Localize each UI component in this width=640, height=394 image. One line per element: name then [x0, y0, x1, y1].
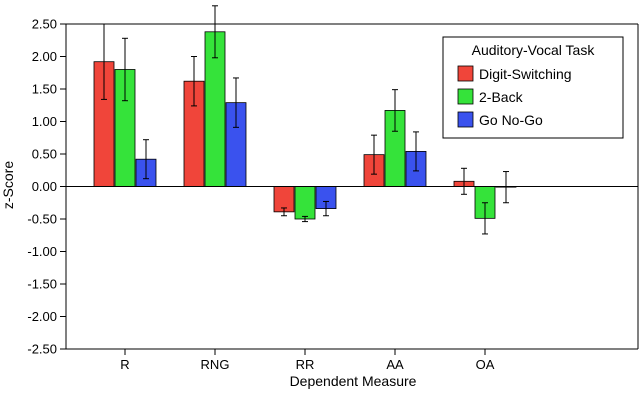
y-tick-label: 1.50: [32, 82, 57, 97]
y-tick-label: -0.50: [27, 212, 57, 227]
error-bars-layer: [101, 5, 509, 235]
legend-items: Digit-Switching 2-Back Go No-Go: [457, 65, 572, 128]
bar-2-back-rr: [294, 186, 316, 220]
y-tick-label: -1.00: [27, 244, 57, 259]
y-tick-label: 1.00: [32, 114, 57, 129]
x-tick-labels: R RNG RR AA OA: [120, 357, 494, 372]
legend-label: Digit-Switching: [479, 66, 572, 82]
legend-label: 2-Back: [479, 89, 524, 105]
x-axis-title: Dependent Measure: [290, 373, 417, 389]
y-tick-labels: 2.50 2.00 1.50 1.00 0.50 0.00 -0.50 -1.00 -1.50 -…: [27, 17, 57, 357]
y-axis-title: z-Score: [0, 161, 16, 209]
y-tick-label: -2.50: [27, 342, 57, 357]
x-tick-label: R: [120, 357, 129, 372]
x-tick-label: RR: [296, 357, 315, 372]
y-tick-label: -2.00: [27, 309, 57, 324]
legend-swatch: [457, 111, 474, 128]
legend-title: Auditory-Vocal Task: [472, 42, 596, 58]
legend-label: Go No-Go: [479, 112, 543, 128]
y-tick-label: 0.50: [32, 147, 57, 162]
legend-swatch: [457, 88, 474, 105]
y-tick-label: 2.00: [32, 49, 57, 64]
legend-swatch: [457, 65, 474, 82]
y-tick-label: 0.00: [32, 179, 57, 194]
legend: Auditory-Vocal Task Digit-Switching 2-Bac…: [442, 36, 624, 139]
x-tick-label: OA: [476, 357, 495, 372]
axes-layer: [60, 23, 639, 355]
y-tick-label: -1.50: [27, 277, 57, 292]
x-tick-label: RNG: [201, 357, 230, 372]
x-tick-label: AA: [386, 357, 404, 372]
y-tick-label: 2.50: [32, 17, 57, 32]
